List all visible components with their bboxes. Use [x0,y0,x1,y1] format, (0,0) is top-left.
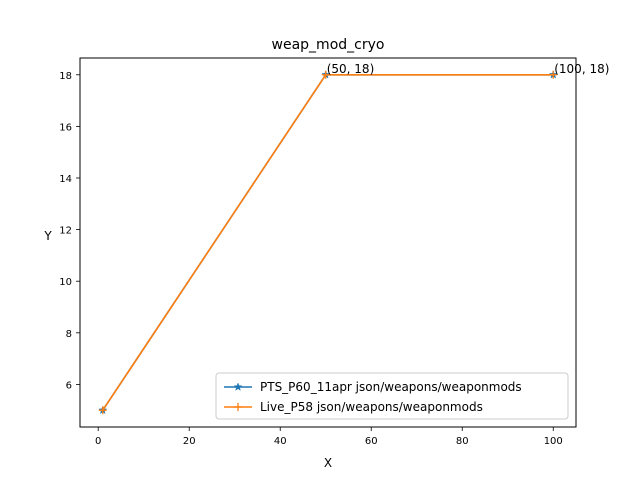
legend-item: Live_P58 json/weapons/weaponmods [224,400,483,414]
x-tick-label: 100 [544,436,563,447]
x-axis-label: X [324,456,332,470]
point-annotation: (50, 18) [327,62,375,76]
axes-frame [79,57,577,428]
y-axis: 6 8 10 12 14 16 18 [59,71,80,391]
y-tick-label: 6 [66,380,72,391]
legend-box [215,372,569,420]
data-point [98,406,107,415]
x-tick-label: 20 [183,436,196,447]
legend-marker [234,403,242,411]
plot-area [98,70,558,415]
series-2 [98,70,558,415]
legend: PTS_P60_11apr json/weapons/weaponmods Liv… [215,372,569,420]
x-tick-label: 80 [456,436,469,447]
x-tick-label: 40 [274,436,287,447]
x-tick-label: 0 [95,436,101,447]
y-tick-label: 8 [66,329,72,340]
legend-marker [233,382,243,391]
data-point [321,70,330,79]
legend-label: PTS_P60_11apr json/weapons/weaponmods [260,380,522,394]
y-tick-label: 14 [59,174,72,185]
data-point [549,70,558,79]
legend-label: Live_P58 json/weapons/weaponmods [260,400,483,414]
legend-item: PTS_P60_11apr json/weapons/weaponmods [224,380,522,394]
y-tick-label: 10 [59,277,72,288]
point-annotation: (100, 18) [554,62,609,76]
y-axis-label: Y [43,229,52,243]
y-tick-label: 16 [59,122,72,133]
y-tick-label: 12 [59,226,72,237]
y-tick-label: 18 [59,71,72,82]
chart-title: weap_mod_cryo [272,37,385,53]
x-tick-label: 60 [365,436,378,447]
x-axis: 0 20 40 60 80 100 [95,427,563,447]
annotations: (50, 18) (100, 18) [327,62,610,76]
